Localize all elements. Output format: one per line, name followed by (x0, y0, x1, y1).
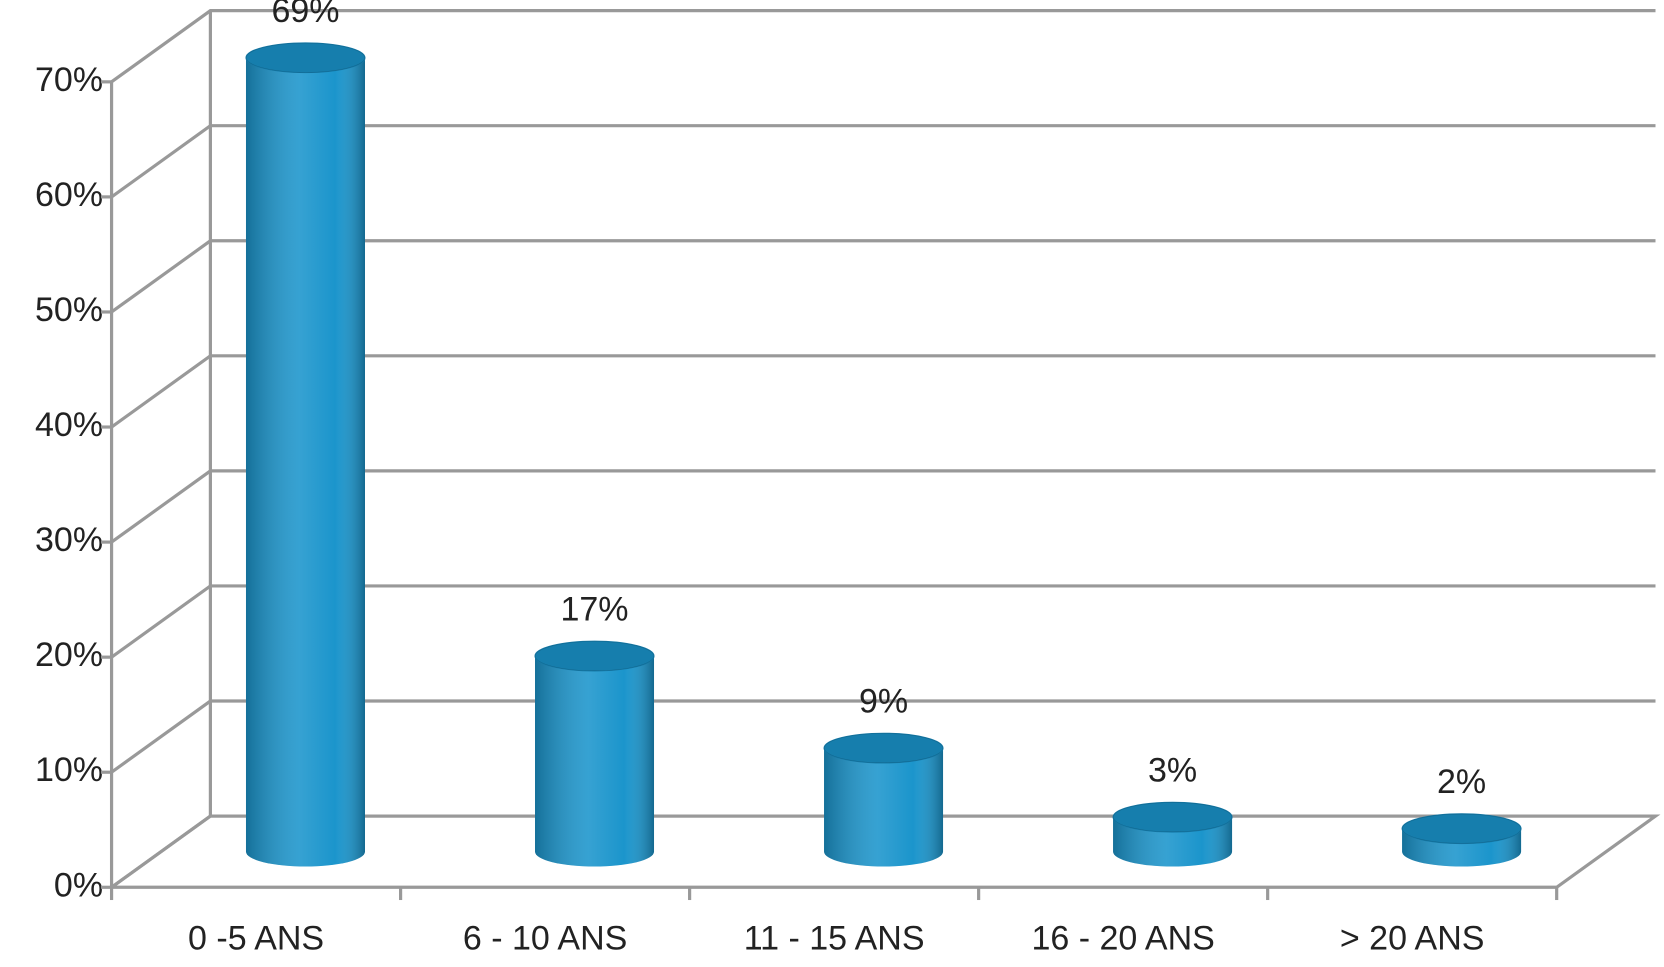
bar-top (245, 42, 366, 74)
bar-top (1401, 813, 1522, 845)
grid-line (110, 354, 1656, 429)
bar-top (534, 640, 655, 672)
x-tick-label: 0 -5 ANS (188, 919, 324, 957)
value-label: 2% (1437, 763, 1486, 801)
value-label: 17% (560, 590, 628, 628)
bar-shade (245, 57, 365, 867)
bar-shade (824, 748, 944, 867)
x-tick-label: 16 - 20 ANS (1031, 919, 1214, 957)
grid-line (110, 239, 1656, 314)
bar-top-shade (824, 733, 944, 764)
y-tick-label: 50% (35, 291, 103, 329)
y-tick-label: 20% (35, 636, 103, 674)
y-tick-label: 40% (35, 406, 103, 444)
grid-line (110, 469, 1656, 544)
y-tick-label: 30% (35, 521, 103, 559)
bar-top (823, 732, 944, 764)
grid-line (110, 124, 1656, 199)
bar-shade (535, 656, 655, 867)
x-tick-label: 11 - 15 ANS (744, 919, 925, 957)
bar-top-shade (1402, 813, 1522, 844)
value-label: 9% (859, 682, 908, 720)
bar-top (1112, 801, 1233, 833)
grid-line (110, 699, 1656, 774)
bar-top-shade (535, 641, 655, 671)
x-tick-label: > 20 ANS (1340, 919, 1485, 957)
value-label: 69% (271, 0, 339, 30)
y-tick-label: 70% (35, 61, 103, 99)
grid-line (110, 584, 1656, 659)
bar-top-shade (1113, 802, 1233, 833)
value-label: 3% (1148, 752, 1197, 790)
y-tick-label: 10% (35, 751, 103, 789)
grid-line (110, 9, 1656, 84)
y-tick-label: 0% (54, 866, 103, 904)
bar-top-shade (245, 42, 365, 73)
y-tick-label: 60% (35, 176, 103, 214)
x-tick-label: 6 - 10 ANS (463, 919, 627, 957)
